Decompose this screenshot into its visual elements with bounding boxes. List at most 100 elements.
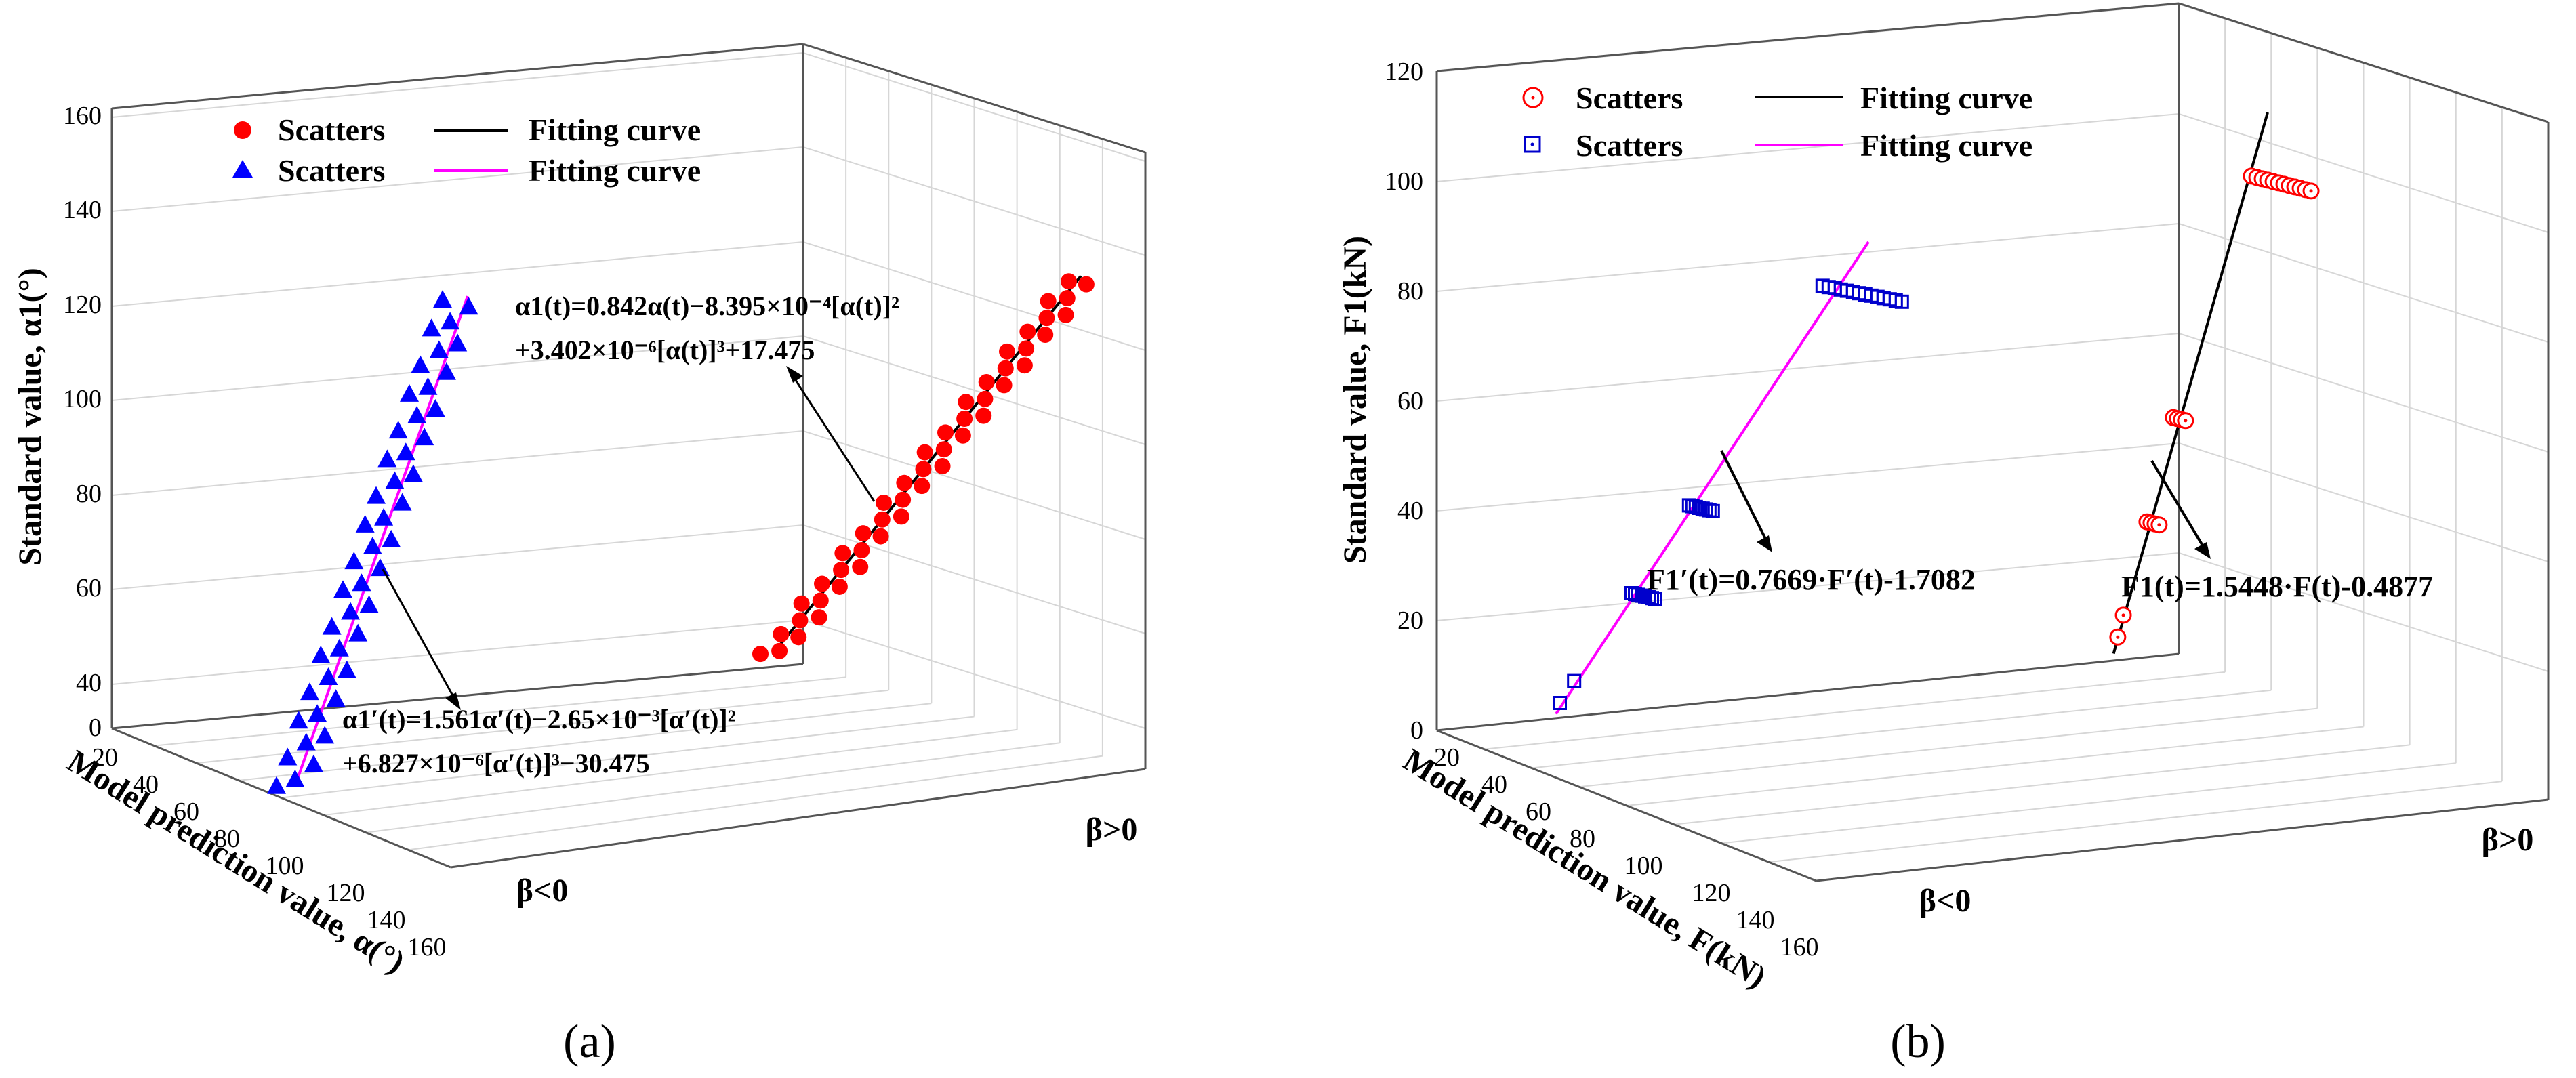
y-tick: 100 (1385, 167, 1423, 196)
data-point-circle (792, 612, 809, 629)
depth-tick: 60 (173, 797, 199, 826)
depth-tick: 160 (1780, 933, 1819, 961)
data-point-triangle (422, 318, 441, 337)
chart-a-equation-pos-line1: α1(t)=0.842α(t)−8.395×10⁻⁴[α(t)]² (515, 291, 899, 321)
grid-line (1436, 333, 2180, 402)
grid-line (239, 703, 932, 781)
data-point-triangle (429, 340, 449, 358)
grid-line (1673, 744, 2410, 825)
data-point-triangle (289, 711, 308, 729)
chart-b-side-label-pos: β>0 (2482, 822, 2534, 858)
data-point-triangle (304, 754, 323, 772)
chart-b-y-label: Standard value, F1(kN) (1337, 236, 1373, 564)
chart-b: 0 20 40 60 80 100 120 20 40 60 80 100 12… (1337, 2, 2550, 1068)
data-point-triangle (359, 595, 379, 613)
depth-tick: 140 (367, 906, 406, 934)
data-point-circle (1057, 306, 1074, 323)
data-point-square (1648, 592, 1662, 606)
data-point-center (2121, 613, 2125, 617)
legend-marker-center (1530, 142, 1534, 146)
data-point-triangle (418, 377, 438, 395)
y-tick: 40 (1397, 497, 1423, 525)
grid-line (1436, 113, 2180, 182)
data-point-circle (833, 562, 850, 579)
legend-marker-center (1531, 96, 1535, 100)
data-point-triangle (333, 580, 352, 598)
data-point-circle (771, 642, 788, 659)
grid-line (1436, 223, 2180, 292)
data-point-circle (935, 441, 952, 458)
chart-a-y-label: Standard value, α1(°) (12, 268, 48, 565)
data-point-circle (896, 474, 913, 491)
chart-b-legend: Scatters Fitting curve Scatters Fitting … (1522, 81, 2032, 163)
data-point-triangle (388, 421, 408, 439)
legend-label: Fitting curve (1860, 81, 2032, 115)
data-point-circle (996, 377, 1013, 394)
y-tick: 60 (76, 574, 102, 602)
chart-a-side-label-pos: β>0 (1086, 812, 1138, 848)
data-point-triangle (322, 617, 342, 635)
chart-b-series-beta-pos (2109, 112, 2320, 655)
grid-line (111, 524, 804, 590)
grid-line (111, 146, 804, 212)
data-point-center (2116, 635, 2120, 639)
depth-tick: 100 (1624, 852, 1663, 880)
data-point-triangle (348, 623, 368, 642)
data-point-triangle (326, 689, 346, 707)
data-point-triangle (329, 638, 349, 657)
arrow-line (792, 375, 876, 502)
data-point-triangle (285, 769, 305, 787)
chart-a-arrows (382, 366, 876, 710)
chart-b-caption: (b) (1890, 1016, 1946, 1068)
y-tick: 140 (63, 196, 102, 224)
data-point-circle (814, 575, 830, 592)
depth-tick: 40 (133, 770, 159, 799)
data-point-triangle (337, 660, 356, 678)
grid-line (408, 755, 1103, 851)
arrow-line (1720, 450, 1767, 539)
data-point-triangle (300, 682, 319, 701)
data-point-circle (773, 625, 790, 642)
y-tick: 100 (63, 385, 102, 413)
arrow-line (2150, 459, 2204, 547)
depth-tick: 40 (1481, 770, 1507, 799)
data-point-square (1705, 503, 1720, 518)
y-tick: 0 (1410, 716, 1423, 745)
data-point-circle (855, 525, 872, 542)
y-tick: 120 (1385, 58, 1423, 86)
data-point-circle (895, 491, 912, 508)
data-point-circle (811, 609, 827, 626)
y-tick: 80 (1397, 277, 1423, 306)
grid-line (111, 335, 804, 401)
depth-tick: 100 (266, 852, 304, 880)
data-point-triangle (433, 290, 452, 308)
data-point-triangle (352, 573, 371, 592)
grid-line (323, 728, 1017, 816)
y-tick: 40 (76, 669, 102, 697)
data-point-circle (876, 494, 892, 511)
data-point-circle (1059, 290, 1076, 307)
y-tick: 20 (1397, 606, 1423, 635)
data-point-circle (956, 411, 973, 428)
data-point-triangle (355, 514, 375, 533)
data-point-circle (954, 427, 971, 444)
legend-red-circle-marker (234, 121, 251, 139)
data-point-circle (812, 592, 829, 609)
data-point-triangle (459, 297, 478, 315)
data-point-circle (853, 541, 870, 558)
grid-line (1768, 781, 2502, 863)
data-point-circle (872, 528, 889, 545)
data-point-circle (916, 444, 933, 461)
legend-blue-triangle-marker (232, 160, 253, 178)
data-point-circle (852, 558, 869, 575)
legend-label: Fitting curve (529, 153, 701, 188)
chart-a-equation-neg-line1: α1′(t)=1.561α′(t)−2.65×10⁻³[α′(t)]² (342, 704, 736, 734)
data-point-circle (1037, 327, 1054, 344)
depth-tick: 20 (1434, 743, 1460, 772)
data-point-circle (1019, 323, 1036, 340)
grid-line (154, 676, 846, 747)
data-point-circle (1078, 276, 1095, 293)
data-point-triangle (448, 333, 468, 352)
data-point-triangle (441, 312, 460, 330)
chart-b-side-label-neg: β<0 (1919, 883, 1971, 919)
